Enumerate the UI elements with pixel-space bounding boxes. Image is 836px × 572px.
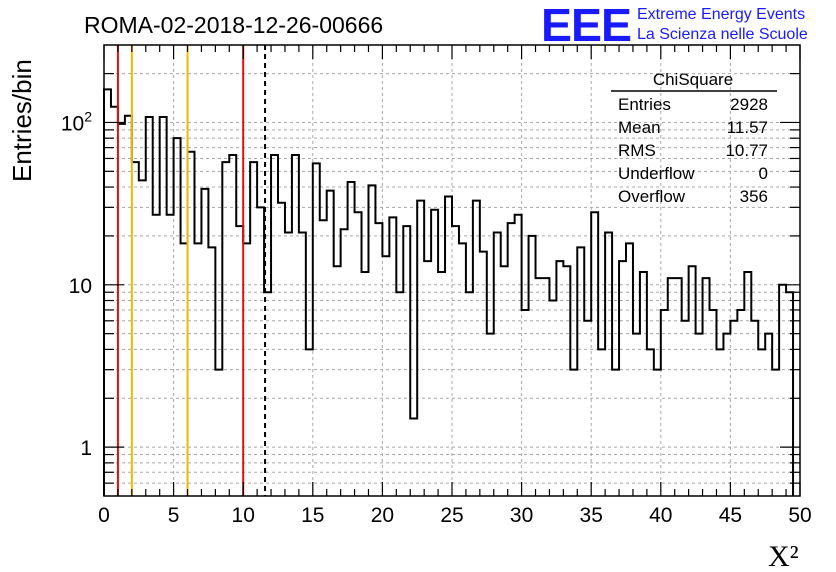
y-tick-label: 102 bbox=[61, 108, 92, 135]
x-tick-label: 30 bbox=[510, 504, 533, 527]
stats-value-entries: 2928 bbox=[730, 95, 768, 114]
x-tick-label: 40 bbox=[649, 504, 672, 527]
stats-label-mean: Mean bbox=[618, 118, 661, 137]
y-tick-label: 1 bbox=[80, 437, 92, 460]
grid-lines bbox=[104, 45, 800, 496]
x-tick-label: 35 bbox=[580, 504, 603, 527]
x-tick-label: 10 bbox=[232, 504, 255, 527]
stats-label-overflow: Overflow bbox=[618, 187, 686, 206]
logo-line-2: La Scienza nelle Scuole bbox=[637, 26, 808, 43]
stats-label-rms: RMS bbox=[618, 141, 656, 160]
stats-value-rms: 10.77 bbox=[725, 141, 768, 160]
histogram-line bbox=[103, 88, 795, 496]
x-tick-label: 20 bbox=[371, 504, 394, 527]
x-tick-label: 25 bbox=[440, 504, 463, 527]
x-tick-label: 5 bbox=[168, 504, 180, 527]
stats-title: ChiSquare bbox=[653, 70, 733, 89]
y-tick-label: 10 bbox=[69, 275, 92, 298]
x-tick-label: 50 bbox=[788, 504, 811, 527]
x-tick-label: 45 bbox=[719, 504, 742, 527]
x-axis-title: X² bbox=[768, 540, 799, 572]
stats-label-underflow: Underflow bbox=[618, 164, 695, 183]
stats-value-overflow: 356 bbox=[740, 187, 768, 206]
stats-value-underflow: 0 bbox=[759, 164, 768, 183]
reference-lines bbox=[116, 45, 267, 496]
tick-labels: 0 5 10 15 20 25 30 35 40 45 50 1 10 102 bbox=[61, 108, 812, 527]
x-tick-label: 15 bbox=[301, 504, 324, 527]
stats-value-mean: 11.57 bbox=[727, 118, 768, 137]
eee-logo: EEE bbox=[541, 0, 631, 51]
run-title: ROMA-02-2018-12-26-00666 bbox=[84, 12, 383, 38]
axis-ticks bbox=[103, 45, 801, 496]
stats-label-entries: Entries bbox=[618, 95, 671, 114]
stats-box: ChiSquare Entries 2928 Mean 11.57 RMS 10… bbox=[611, 70, 777, 206]
y-axis-title: Entries/bin bbox=[7, 59, 37, 182]
x-tick-label: 0 bbox=[98, 504, 110, 527]
logo-line-1: Extreme Energy Events bbox=[637, 6, 805, 23]
